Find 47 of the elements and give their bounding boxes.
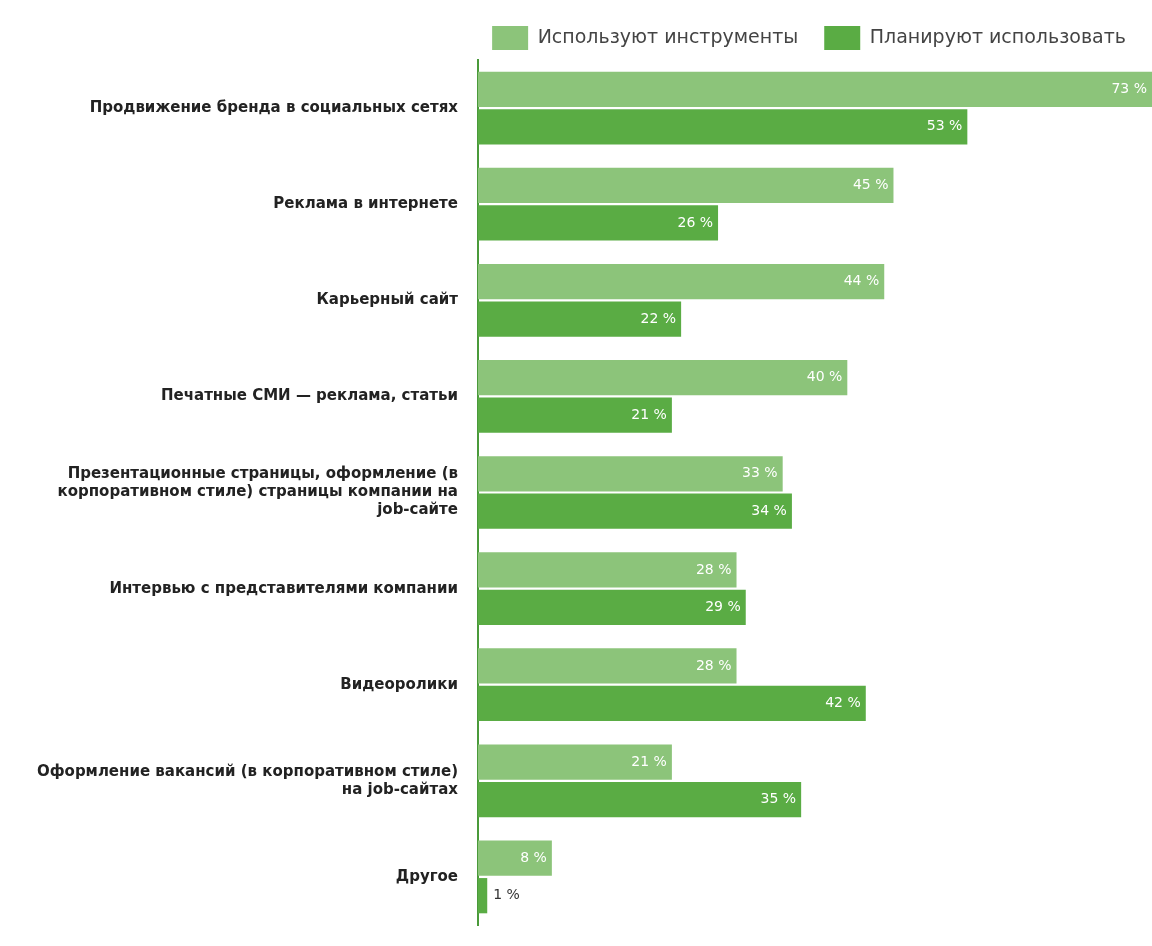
bar	[478, 397, 672, 433]
y-tick-label: Реклама в интернете	[273, 194, 458, 213]
y-tick-label: Видеоролики	[340, 674, 458, 693]
data-label: 28 %	[695, 656, 732, 673]
y-tick-label: Продвижение бренда в социальных сетях	[89, 97, 459, 116]
data-label: 34 %	[751, 501, 787, 518]
y-tick-label: Презентационные страницы, оформление (в корпоративном стиле) страницы компании на job-сайте	[57, 464, 458, 519]
data-label: 28 %	[695, 560, 732, 577]
data-label: 22 %	[640, 309, 677, 326]
data-label: 29 %	[705, 597, 741, 614]
data-label: 33 %	[742, 464, 778, 481]
legend-label: Планируют использовать	[869, 24, 1127, 47]
bar	[478, 552, 737, 588]
bar	[478, 360, 848, 396]
bar	[478, 167, 894, 204]
data-label: 73 %	[1111, 79, 1147, 96]
bar	[478, 71, 1152, 107]
bar	[478, 685, 866, 722]
y-tick-label: Интервью с представителями компании	[109, 578, 458, 597]
data-label: 35 %	[760, 790, 797, 807]
y-tick-label: Оформление вакансий (в корпоративном стиле) на job-сайтах	[36, 761, 459, 798]
y-tick-label: Печатные СМИ — реклама, статьи	[161, 386, 458, 405]
bar	[478, 648, 737, 684]
bar	[478, 781, 802, 818]
bar	[478, 878, 488, 914]
bar	[478, 263, 885, 300]
data-label: 44 %	[843, 272, 880, 289]
legend-label: Используют инструменты	[537, 24, 799, 47]
data-label: 1 %	[493, 886, 520, 903]
bar	[478, 744, 672, 780]
data-label: 21 %	[631, 752, 667, 769]
data-label: 8 %	[520, 848, 547, 865]
data-label: 53 %	[926, 117, 963, 134]
data-label: 42 %	[825, 694, 861, 711]
bar	[478, 109, 968, 145]
bar	[478, 456, 783, 492]
bar	[478, 493, 792, 529]
y-tick-label: Карьерный сайт	[316, 290, 459, 309]
data-label: 45 %	[852, 176, 889, 193]
bar	[478, 589, 746, 625]
bar	[478, 840, 552, 876]
data-label: 21 %	[631, 405, 667, 422]
data-label: 40 %	[806, 368, 843, 385]
y-tick-label: Другое	[395, 866, 458, 885]
bar	[478, 205, 719, 241]
bar	[478, 301, 682, 337]
data-label: 26 %	[677, 213, 714, 230]
